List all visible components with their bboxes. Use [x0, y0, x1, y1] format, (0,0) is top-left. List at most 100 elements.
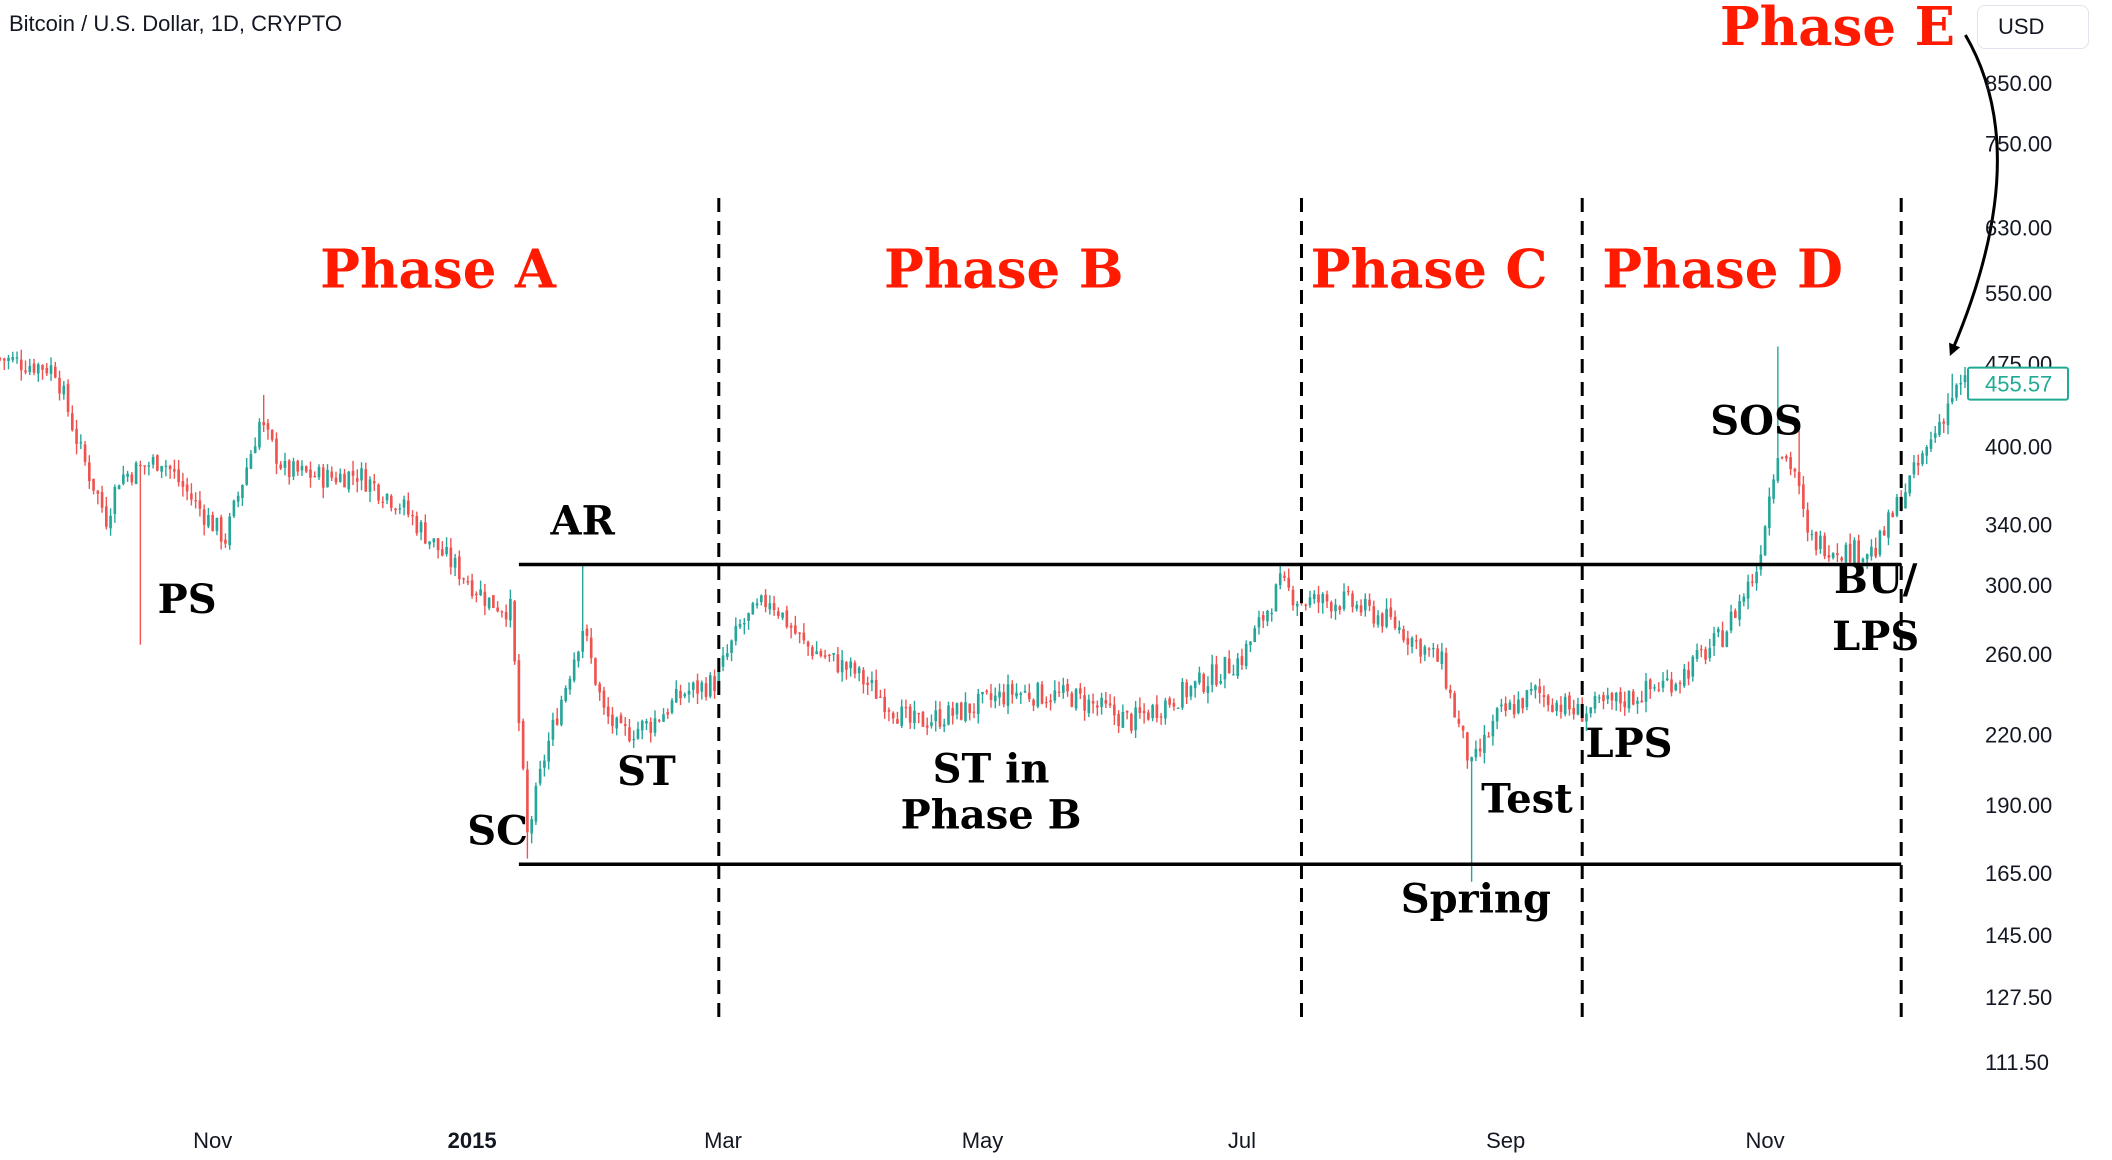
candle-body — [1500, 704, 1503, 707]
y-tick-label: 260.00 — [1985, 642, 2052, 667]
candle-body — [62, 385, 66, 395]
candle-body — [560, 699, 563, 725]
candle-body — [1776, 458, 1780, 481]
candle-body — [823, 655, 827, 657]
candle-body — [1232, 674, 1235, 676]
candle-body — [1189, 686, 1193, 697]
annotation-phase-b: Phase B — [901, 791, 1082, 838]
candle-body — [1504, 703, 1507, 711]
phase-e-arrow — [1949, 34, 1999, 356]
candle-body — [1865, 554, 1869, 560]
candle-body — [598, 683, 602, 693]
candle-body — [1878, 530, 1882, 555]
candle-body — [721, 655, 725, 667]
candle-body — [168, 465, 172, 470]
candle-body — [351, 470, 355, 476]
candle-body — [139, 464, 142, 467]
candle-body — [53, 366, 57, 378]
candle-body — [296, 460, 300, 472]
candle-body — [1249, 641, 1252, 646]
candle-body — [802, 632, 806, 641]
annotation-ps: PS — [158, 576, 217, 623]
candle-body — [1474, 748, 1478, 758]
candle-body — [1223, 656, 1227, 680]
candle-body — [1206, 686, 1210, 694]
candle-body — [976, 694, 980, 715]
candle-body — [594, 658, 597, 685]
candle-body — [1797, 471, 1801, 487]
candle-body — [1602, 695, 1605, 702]
candle-body — [41, 365, 44, 370]
candle-body — [981, 692, 984, 695]
candle-body — [185, 484, 189, 492]
candle-body — [1342, 591, 1346, 610]
candle-body — [870, 679, 874, 684]
candle-body — [623, 724, 627, 726]
candle-body — [615, 717, 619, 729]
candle-body — [938, 709, 942, 727]
candle-body — [1631, 691, 1635, 705]
candle-body — [589, 637, 593, 659]
candle-body — [730, 640, 733, 653]
candle-body — [1814, 531, 1818, 551]
candle-body — [1623, 701, 1627, 708]
candle-body — [415, 516, 419, 534]
candle-body — [1963, 375, 1967, 383]
candle-body — [781, 612, 784, 618]
candle-body — [1070, 693, 1074, 707]
candle-body — [1908, 475, 1912, 494]
candle-body — [368, 479, 372, 492]
candle-body — [262, 421, 266, 426]
candle-body — [862, 669, 865, 685]
candle-body — [828, 654, 831, 657]
candle-body — [806, 641, 810, 647]
y-tick-label: 340.00 — [1985, 513, 2052, 538]
candle-body — [1006, 684, 1010, 706]
candle-body — [283, 460, 287, 468]
candle-body — [1470, 757, 1473, 762]
candle-body — [972, 711, 976, 713]
candle-body — [483, 591, 487, 606]
candle-body — [1759, 554, 1763, 570]
candle-body — [1950, 397, 1954, 403]
candle-body — [198, 500, 202, 509]
candle-body — [1882, 530, 1886, 536]
candle-body — [343, 473, 346, 488]
candle-body — [1079, 688, 1082, 694]
candle-body — [1044, 702, 1048, 704]
candle-body — [389, 495, 393, 508]
candle-body — [521, 721, 525, 769]
candle-body — [1614, 692, 1618, 702]
candle-body — [1823, 535, 1826, 557]
candle-body — [1768, 496, 1771, 528]
candle-body — [1236, 658, 1240, 676]
candle-body — [1130, 713, 1133, 731]
last-price-badge — [1967, 366, 2069, 401]
candle-body — [1325, 594, 1329, 602]
candle-body — [287, 460, 291, 478]
y-tick-label: 850.00 — [1985, 71, 2052, 96]
currency-button[interactable]: USD — [1977, 5, 2089, 49]
phase-label-b: Phase B — [884, 239, 1124, 301]
candle-body — [645, 721, 648, 724]
candle-body — [1589, 707, 1593, 714]
candle-body — [1121, 711, 1125, 728]
candle-body — [1185, 682, 1188, 698]
candle-body — [836, 654, 840, 673]
candle-body — [683, 694, 687, 697]
candle-body — [1495, 708, 1499, 722]
candle-body — [1559, 704, 1563, 712]
candle-body — [1721, 630, 1724, 647]
candle-body — [1921, 453, 1924, 465]
candle-body — [696, 680, 699, 694]
candle-body — [190, 493, 193, 500]
candle-body — [577, 651, 580, 662]
candle-body — [245, 467, 249, 485]
candle-body — [1415, 640, 1418, 642]
candle-body — [1261, 615, 1265, 621]
candle-body — [526, 769, 529, 833]
candle-body — [1376, 615, 1380, 625]
candle-body — [649, 721, 653, 733]
candle-body — [789, 625, 793, 628]
